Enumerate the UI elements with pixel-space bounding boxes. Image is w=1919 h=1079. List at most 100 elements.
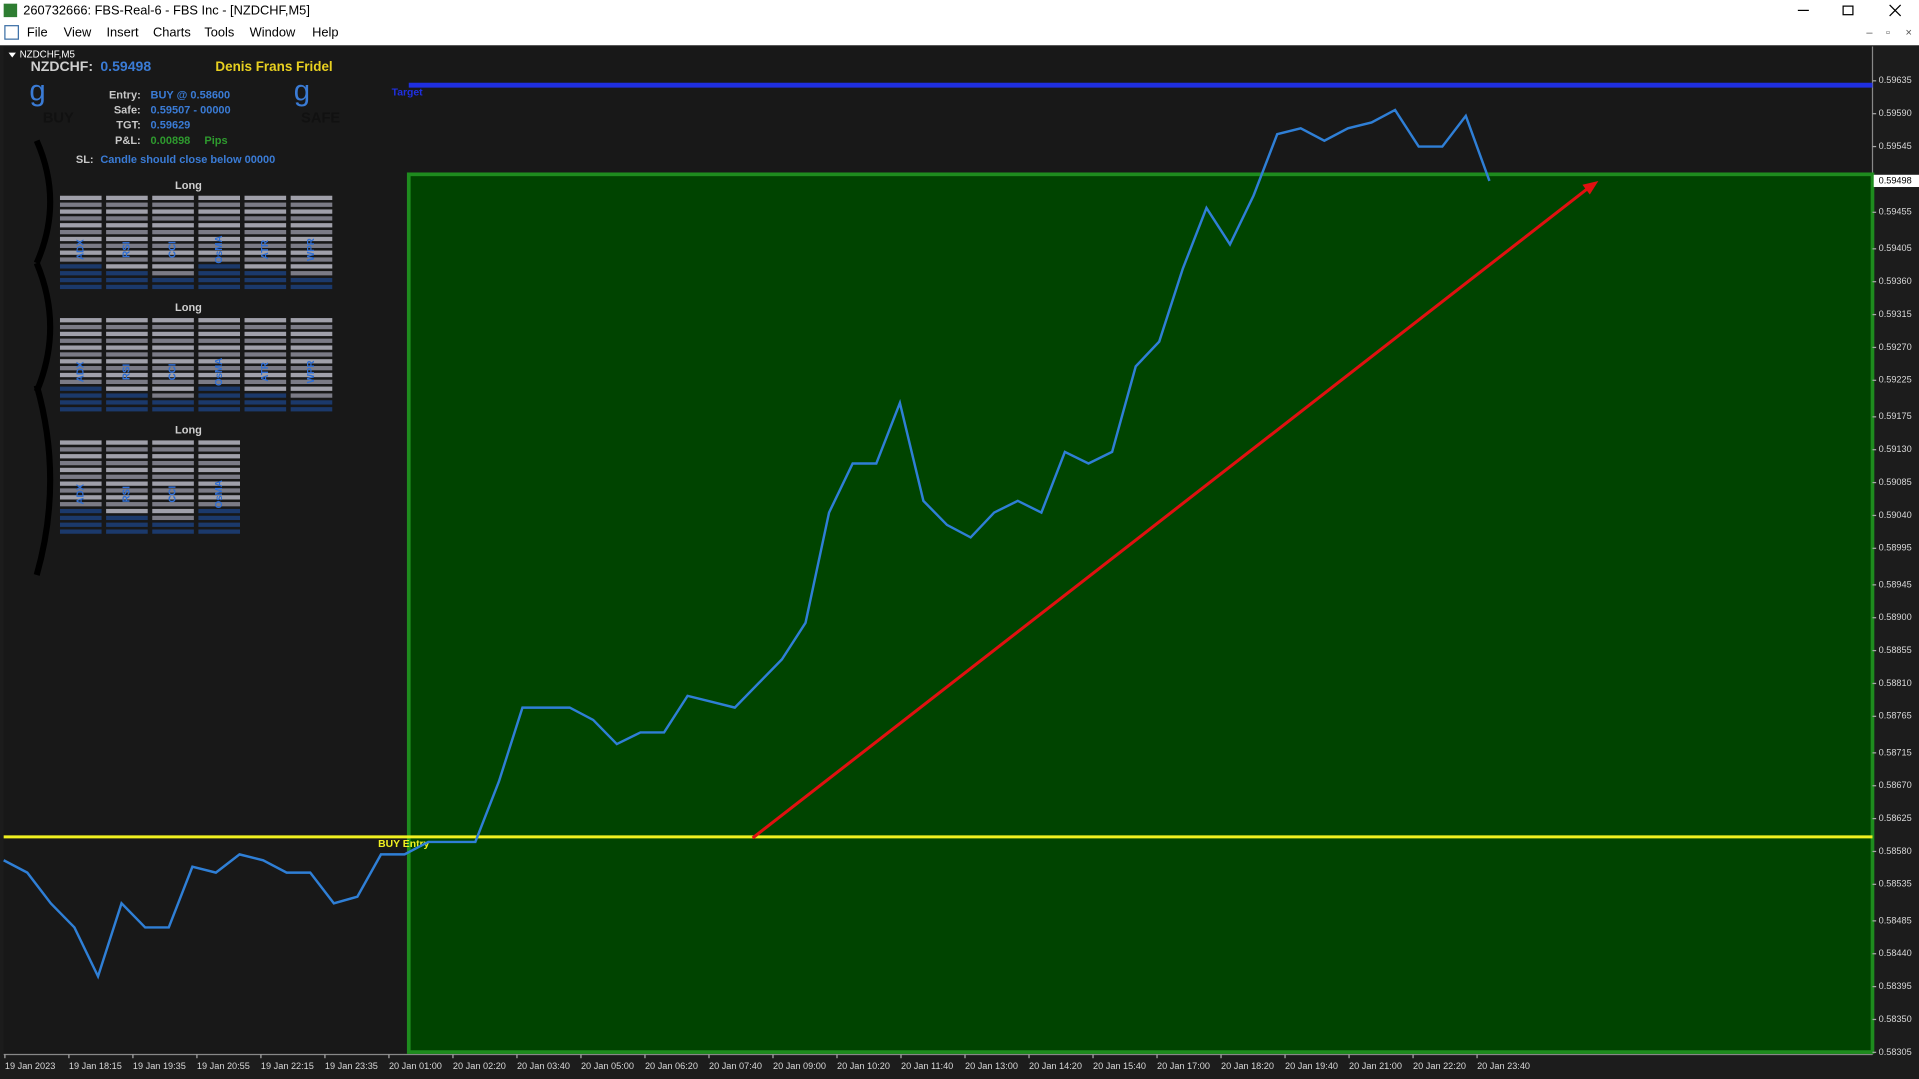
strength-bar (106, 236, 148, 242)
strength-bar (198, 407, 240, 412)
strength-bar (106, 223, 148, 228)
strength-bar (152, 318, 194, 323)
strength-bar (152, 393, 194, 398)
strength-bar (59, 250, 102, 255)
sl-text: Candle should close below 00000 (100, 154, 275, 166)
info-value: 0.59507 - 00000 (151, 104, 231, 116)
x-tick-label: 20 Jan 23:40 (1477, 1061, 1530, 1071)
y-tick-label: 0.59590 (1879, 108, 1912, 118)
strength-bar (198, 393, 240, 398)
strength-bar (106, 522, 148, 527)
indicator-label: CCI (168, 241, 179, 258)
x-tick-label: 20 Jan 22:20 (1413, 1061, 1466, 1071)
strength-bar (198, 250, 240, 255)
strength-bar (59, 454, 102, 459)
strength-bar (290, 195, 333, 201)
strength-bar (59, 460, 102, 466)
strength-bar (290, 257, 333, 262)
strength-bar (244, 250, 287, 255)
strength-bar (106, 488, 148, 493)
strength-bar (244, 257, 287, 262)
indicator-label: ADX (75, 239, 86, 260)
close-button[interactable] (1889, 4, 1902, 17)
menu-item[interactable]: Charts (153, 24, 191, 39)
strength-bar (290, 202, 333, 207)
strength-bar (244, 400, 287, 405)
symbol-label: NZDCHF,M5 (20, 50, 76, 61)
strength-bar (152, 400, 194, 405)
strength-bar (106, 529, 148, 534)
strength-bar (198, 529, 240, 534)
child-close[interactable]: × (1906, 27, 1912, 39)
y-tick-label: 0.58535 (1879, 879, 1912, 889)
strength-bar (59, 229, 102, 235)
strength-bar (106, 318, 148, 323)
menu-item[interactable]: Window (250, 24, 296, 39)
strength-bar (59, 359, 102, 364)
menu-item[interactable]: View (64, 24, 92, 39)
info-label: Entry: (109, 89, 141, 101)
strength-bar (290, 324, 333, 330)
strength-bar (106, 379, 148, 385)
strength-bar (106, 460, 148, 466)
strength-bar (198, 277, 240, 283)
y-tick-label: 0.59225 (1879, 375, 1912, 385)
x-tick-label: 20 Jan 17:00 (1157, 1061, 1210, 1071)
strength-bar (152, 345, 194, 350)
strength-bar (244, 216, 287, 221)
indicator-label: WPR (306, 238, 317, 261)
menu-item[interactable]: Insert (106, 24, 139, 39)
strength-bar (152, 467, 194, 473)
strength-bar (106, 243, 148, 248)
child-restore[interactable]: ▫ (1886, 27, 1890, 39)
y-tick-label: 0.59405 (1879, 243, 1912, 253)
safe-label: SAFE (301, 111, 340, 127)
strength-bar (198, 481, 240, 486)
strength-bar (106, 495, 148, 500)
y-tick-label: 0.58305 (1879, 1047, 1912, 1057)
y-tick-label: 0.58580 (1879, 846, 1912, 856)
strength-bar (290, 243, 333, 248)
strength-bar (59, 467, 102, 473)
strength-bar (59, 393, 102, 398)
strength-bar (106, 508, 148, 514)
strength-bar (59, 529, 102, 534)
strength-bar (106, 386, 148, 391)
strength-bar (152, 407, 194, 412)
menu-icon[interactable] (4, 25, 19, 40)
strength-bar (198, 366, 240, 371)
menu-item[interactable]: Help (312, 24, 338, 39)
strength-bar (152, 284, 194, 290)
strength-bar (106, 359, 148, 364)
strength-bar (244, 271, 287, 276)
x-tick-label: 20 Jan 02:20 (453, 1061, 506, 1071)
strength-bar (59, 216, 102, 221)
app-icon (3, 3, 18, 18)
strength-bar (106, 277, 148, 283)
child-minimize[interactable]: – (1866, 27, 1873, 39)
menu-item[interactable]: File (27, 24, 48, 39)
strength-bar (198, 324, 240, 330)
strength-bar (244, 345, 287, 350)
x-tick-label: 19 Jan 23:35 (325, 1061, 378, 1071)
strength-bar (198, 495, 240, 500)
bracket (33, 139, 54, 265)
restore-button[interactable] (1842, 5, 1854, 16)
x-tick-label: 20 Jan 09:00 (773, 1061, 826, 1071)
strength-bar (244, 324, 287, 330)
y-tick-label: 0.58715 (1879, 747, 1912, 757)
menu-item[interactable]: Tools (204, 24, 234, 39)
strength-bar (59, 331, 102, 337)
strength-bar (152, 386, 194, 391)
info-value: 0.00898 (151, 135, 191, 147)
strength-bar (152, 366, 194, 371)
y-tick-label: 0.59315 (1879, 309, 1912, 319)
bracket (33, 384, 54, 576)
symbol-arrow (8, 52, 16, 58)
strength-bar (244, 379, 287, 385)
strength-bar (106, 372, 148, 378)
strength-bar (198, 216, 240, 221)
y-tick-label: 0.59545 (1879, 141, 1912, 151)
strength-bar (290, 372, 333, 378)
